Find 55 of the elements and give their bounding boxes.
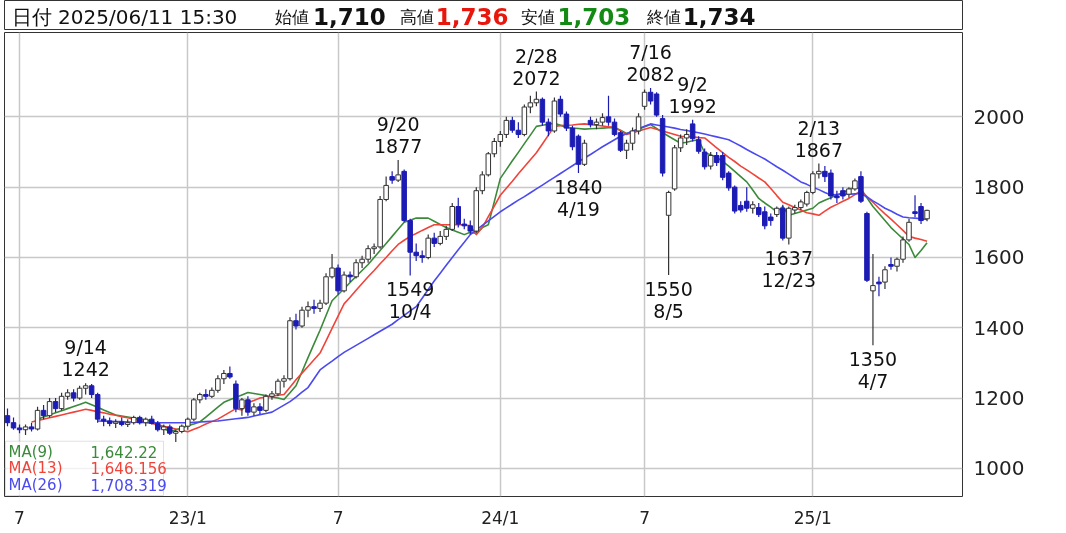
candlestick (870, 253, 876, 346)
text: 1,736 (435, 4, 509, 30)
text: 1,734 (682, 4, 756, 30)
annotation: 2/13 1867 (794, 116, 844, 161)
annotation: 2/28 2072 (512, 44, 561, 89)
candlestick (689, 119, 696, 143)
x-tick-label: 25/1 (793, 507, 832, 528)
annotation: 1550 8/5 (644, 278, 693, 323)
annotation: 1637 12/23 (761, 247, 817, 292)
text: 高値 (399, 6, 434, 27)
y-tick-label: 1600 (973, 245, 1025, 270)
annotation: 1,708.319 (90, 477, 167, 496)
text: 安値 (521, 6, 556, 27)
candlestick (335, 263, 341, 295)
x-tick-label: 7 (14, 507, 25, 528)
candlestick (665, 190, 672, 276)
candlestick (888, 256, 894, 271)
text: 1,703 (557, 4, 631, 30)
candlestick (341, 270, 347, 294)
candlestick (876, 276, 882, 297)
text: 終値 (645, 6, 681, 27)
candlestick (311, 299, 317, 315)
y-tick-label: 1200 (973, 386, 1025, 411)
annotation: 1840 4/19 (554, 176, 603, 221)
y-tick-label: 1000 (973, 456, 1025, 481)
candlestick (347, 270, 353, 283)
text: 1,710 (313, 4, 386, 30)
candlestick (389, 170, 395, 185)
candlestick (425, 234, 431, 260)
y-tick-label: 1800 (973, 175, 1025, 200)
x-tick-label: 24/1 (481, 507, 520, 528)
annotation: 1,642.22 (90, 443, 158, 462)
x-tick-label: 7 (332, 507, 344, 528)
text: MA(13) (8, 459, 63, 478)
text: MA(26) (8, 476, 63, 495)
candlestick (245, 395, 251, 417)
candlestick (641, 88, 648, 111)
text: 日付 2025/06/11 15:30 (11, 4, 238, 29)
x-tick-label: 23/1 (168, 507, 207, 528)
annotation: 1350 4/7 (848, 348, 898, 393)
candlestick (882, 265, 888, 290)
y-tick-label: 1400 (973, 315, 1025, 340)
series-label: MA(9) (8, 442, 53, 461)
candlestick (293, 313, 299, 331)
candlestick (257, 402, 263, 415)
annotation: 9/20 1877 (373, 113, 423, 158)
annotation: 9/14 1242 (61, 336, 110, 381)
text: 始値 (275, 6, 310, 27)
candlestick (581, 139, 588, 167)
candlestick (395, 159, 401, 183)
x-tick-label: 7 (639, 507, 650, 528)
candlestick (227, 365, 233, 380)
candlestick (46, 397, 53, 419)
annotation: 1,646.156 (90, 460, 167, 479)
y-tick-label: 2000 (973, 104, 1025, 129)
